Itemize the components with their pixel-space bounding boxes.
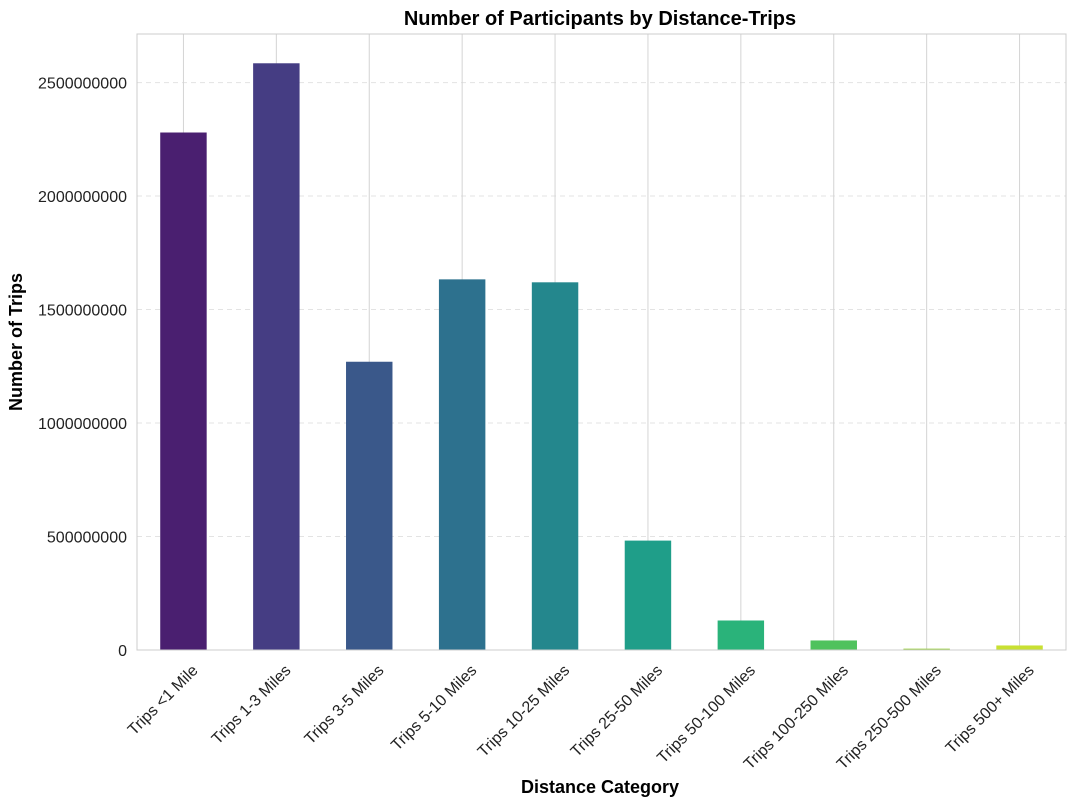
y-tick-label: 1500000000 — [38, 303, 127, 320]
bar — [996, 645, 1043, 650]
y-axis-label: Number of Trips — [6, 273, 26, 411]
y-tick-label: 500000000 — [47, 530, 127, 547]
plot-frame — [136, 33, 1067, 651]
bar — [810, 640, 857, 650]
y-tick-label: 1000000000 — [38, 416, 127, 433]
bar — [903, 648, 950, 650]
bar — [160, 132, 207, 651]
y-axis-ticks: 0 500000000 1000000000 1500000000 2000000000… — [38, 76, 127, 660]
bars — [160, 63, 1043, 651]
bar — [624, 540, 672, 650]
y-tick-label: 2500000000 — [38, 76, 127, 93]
bar — [717, 620, 765, 650]
bar — [253, 63, 300, 650]
y-tick-label: 0 — [118, 643, 127, 660]
bar — [438, 279, 486, 650]
x-axis-label: Distance Category — [521, 777, 679, 797]
bar — [346, 361, 393, 650]
y-tick-label: 2000000000 — [38, 189, 127, 206]
chart-title: Number of Participants by Distance-Trips — [404, 8, 796, 30]
bar — [531, 282, 579, 650]
